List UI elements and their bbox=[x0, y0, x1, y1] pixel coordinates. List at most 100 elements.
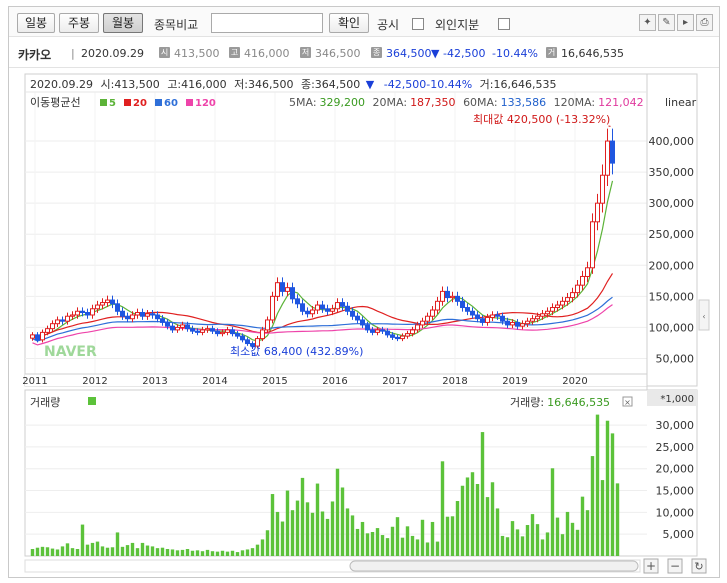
volume-bar bbox=[95, 541, 100, 556]
volume-tick-label: 20,000 bbox=[656, 463, 695, 476]
volume-bar bbox=[235, 552, 240, 556]
volume-bar bbox=[450, 516, 455, 556]
candle bbox=[410, 326, 415, 337]
candle bbox=[595, 193, 600, 231]
legend-label-20: 20 bbox=[133, 98, 147, 109]
volume-bar bbox=[80, 524, 85, 556]
x-tick-label: 2016 bbox=[322, 376, 347, 387]
toolbar: 일봉 주봉 월봉 종목비교 확인 공시 외인지분 ✦ ✎ ▸ ⎙ bbox=[9, 7, 719, 37]
compare-search-input[interactable] bbox=[211, 13, 323, 33]
candle bbox=[290, 282, 295, 304]
volume-bar bbox=[585, 510, 590, 556]
volume-bar bbox=[315, 483, 320, 556]
candle bbox=[205, 325, 210, 333]
candle bbox=[320, 300, 325, 313]
candle bbox=[245, 337, 250, 346]
zoom-in-button[interactable] bbox=[643, 558, 659, 574]
volume-tick-label: 25,000 bbox=[656, 441, 695, 454]
ohlc-change: -42,500 bbox=[384, 78, 426, 91]
cursor-icon[interactable]: ▸ bbox=[677, 14, 694, 31]
volume-bar bbox=[140, 542, 145, 556]
draw-icon[interactable]: ✎ bbox=[658, 14, 675, 31]
candle bbox=[370, 326, 375, 336]
candle bbox=[125, 312, 130, 323]
volume-bar bbox=[385, 538, 390, 556]
stock-close: 364,500 bbox=[386, 47, 432, 60]
candle bbox=[265, 316, 270, 333]
volume-readout-value: 16,646,535 bbox=[547, 396, 610, 409]
scroll-thumb[interactable] bbox=[349, 560, 639, 572]
print-icon[interactable]: ⎙ bbox=[696, 14, 713, 31]
ohlc-close: 364,500 bbox=[315, 78, 361, 91]
volume-bar bbox=[120, 546, 125, 556]
volume-bar bbox=[245, 549, 250, 556]
candle bbox=[255, 336, 260, 349]
candle bbox=[485, 313, 490, 326]
x-tick-label: 2015 bbox=[262, 376, 287, 387]
ma-legend: 5 20 60 120 bbox=[100, 98, 216, 109]
foreign-checkbox[interactable] bbox=[498, 18, 510, 30]
volume-tick-label: 30,000 bbox=[656, 419, 695, 432]
reset-button[interactable] bbox=[691, 558, 707, 574]
close-icon[interactable] bbox=[622, 396, 633, 407]
scale-mode[interactable]: linear bbox=[665, 96, 697, 109]
volume-bar bbox=[375, 528, 380, 556]
candle bbox=[505, 317, 510, 329]
volume-bar bbox=[325, 518, 330, 556]
monthly-button[interactable]: 월봉 bbox=[103, 13, 143, 33]
candle bbox=[260, 326, 265, 342]
volume-bar bbox=[135, 548, 140, 556]
candle bbox=[530, 315, 535, 325]
candle bbox=[375, 326, 380, 336]
volume-bar bbox=[305, 502, 310, 556]
candles bbox=[30, 125, 615, 350]
price-tick-label: 150,000 bbox=[649, 290, 695, 303]
candle bbox=[120, 307, 125, 320]
volume-bar bbox=[565, 511, 570, 556]
legend-swatch-20 bbox=[124, 99, 131, 106]
volume-bar bbox=[410, 535, 415, 556]
candle bbox=[480, 315, 485, 326]
candle bbox=[220, 329, 225, 337]
candle bbox=[200, 326, 205, 336]
ma-line-120 bbox=[32, 304, 613, 346]
ma-legend-title: 이동평균선 bbox=[30, 96, 81, 109]
candle bbox=[60, 316, 65, 325]
volume-bar bbox=[600, 480, 605, 556]
volume-bar bbox=[155, 548, 160, 556]
volume-bar bbox=[265, 530, 270, 556]
candle bbox=[460, 296, 465, 312]
volume-bar bbox=[425, 542, 430, 556]
volume-bar bbox=[310, 512, 315, 556]
volume-bar bbox=[360, 521, 365, 556]
price-y-axis: 50,000 100,000 150,000 200,000 250,000 300,00… bbox=[649, 135, 695, 365]
disclosure-checkbox[interactable] bbox=[412, 18, 424, 30]
ohlc-low: 346,500 bbox=[248, 78, 294, 91]
zoom-out-button[interactable] bbox=[667, 558, 683, 574]
volume-bar bbox=[550, 468, 555, 556]
volume-bar bbox=[345, 508, 350, 556]
candle bbox=[215, 328, 220, 337]
panel-collapse-handle[interactable] bbox=[698, 299, 710, 331]
candle bbox=[275, 277, 280, 302]
volume-bar bbox=[470, 472, 475, 556]
volume-bar bbox=[290, 510, 295, 556]
candle bbox=[330, 304, 335, 316]
candle bbox=[225, 326, 230, 336]
weekly-button[interactable]: 주봉 bbox=[59, 13, 99, 33]
candle bbox=[280, 277, 285, 297]
candle bbox=[75, 307, 80, 319]
confirm-button[interactable]: 확인 bbox=[329, 13, 369, 33]
volume-bar bbox=[335, 468, 340, 556]
daily-button[interactable]: 일봉 bbox=[17, 13, 55, 33]
volume-bar bbox=[60, 546, 65, 556]
ohlc-open: 413,500 bbox=[114, 78, 160, 91]
volume-bar bbox=[115, 532, 120, 556]
volume-bar bbox=[430, 521, 435, 556]
volume-bar bbox=[45, 547, 50, 556]
ma60-value: 133,586 bbox=[501, 96, 547, 109]
indicator-icon[interactable]: ✦ bbox=[639, 14, 656, 31]
volume-bar bbox=[180, 549, 185, 556]
volume-bar bbox=[570, 522, 575, 556]
